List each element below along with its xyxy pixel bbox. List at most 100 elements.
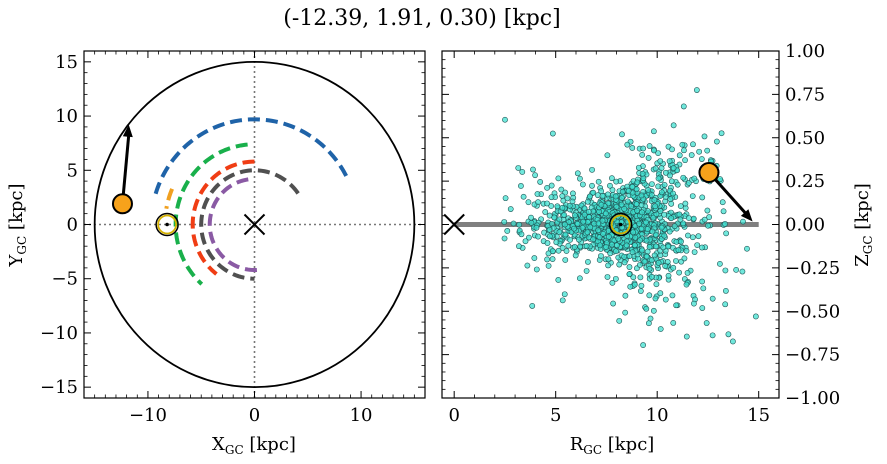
scatter-point (643, 305, 650, 312)
scatter-point (613, 203, 620, 210)
scatter-point (704, 147, 711, 154)
scatter-point (619, 131, 625, 138)
left-y-tick-label: 10 (55, 106, 78, 127)
scatter-point (524, 262, 531, 269)
right-x-axis-label: RGC [kpc] (570, 434, 655, 457)
scatter-point (709, 332, 716, 339)
scatter-point (653, 281, 660, 288)
sun-marker-ring (610, 214, 631, 235)
right-x-tick-label: 10 (646, 405, 669, 426)
scatter-point (713, 138, 720, 145)
scatter-point (615, 235, 622, 242)
scatter-point (646, 292, 653, 299)
scatter-point (594, 192, 601, 199)
scatter-point (623, 242, 630, 249)
scatter-point (722, 221, 728, 227)
scatter-point (643, 253, 650, 260)
spiral-arm-4 (190, 159, 255, 276)
scatter-point (604, 152, 611, 159)
scatter-point (638, 192, 645, 199)
right-panel: 0 5 10 15 1.00 0.75 0.50 0.25 0.00 −0.25 −0.50 −0.7… (441, 41, 875, 457)
right-y-tick-label: 0.25 (785, 171, 825, 192)
scatter-point (559, 204, 566, 211)
scatter-point (681, 147, 687, 154)
scatter-point (643, 237, 650, 244)
spiral-arm-3 (164, 188, 174, 210)
scatter-point (621, 259, 628, 266)
scatter-point (559, 245, 566, 251)
scatter-point (634, 179, 641, 186)
scatter-point (645, 155, 652, 161)
scatter-point (657, 326, 664, 332)
scatter-point (537, 179, 544, 185)
left-x-tick-label: 10 (350, 405, 373, 426)
scatter-point (528, 220, 535, 226)
scatter-point (681, 255, 688, 262)
scatter-point (670, 190, 676, 197)
scatter-point (561, 291, 568, 298)
left-y-tick-label: −5 (51, 269, 78, 290)
scatter-point (670, 122, 677, 129)
right-y-tick-label: −0.25 (785, 258, 840, 279)
scatter-point (668, 200, 675, 207)
scatter-point (579, 181, 586, 188)
scatter-point (722, 287, 729, 294)
object-marker (698, 161, 720, 183)
scatter-point (544, 184, 551, 191)
scatter-point (579, 224, 586, 231)
scatter-point (533, 266, 540, 273)
scatter-point (733, 266, 740, 273)
scatter-point (608, 241, 615, 248)
scatter-point (722, 301, 729, 308)
scatter-point (535, 233, 541, 240)
right-y-tick-label: 0.50 (785, 128, 825, 149)
scatter-point (671, 223, 678, 230)
scatter-point (704, 207, 711, 214)
scatter-point (709, 295, 716, 302)
scatter-point (590, 236, 597, 243)
scatter-point (595, 227, 602, 234)
scatter-point (629, 145, 636, 151)
right-x-tick-label: 0 (448, 405, 459, 426)
scatter-point (577, 243, 584, 250)
scatter-point (635, 164, 642, 171)
scatter-point (652, 165, 659, 172)
scatter-point (535, 199, 541, 206)
scatter-point (627, 283, 634, 290)
scatter-point (563, 248, 570, 254)
scatter-point (652, 203, 659, 210)
scatter-point (525, 199, 532, 206)
scatter-point (652, 295, 659, 302)
scatter-point (636, 220, 643, 227)
scatter-point (562, 257, 569, 263)
scatter-point (683, 281, 690, 288)
scatter-point (643, 219, 649, 226)
scatter-point (571, 244, 578, 250)
scatter-point (740, 218, 746, 225)
scatter-point (651, 147, 657, 154)
scatter-point (595, 178, 602, 185)
scatter-point (658, 165, 665, 172)
scatter-point (668, 178, 675, 185)
object-marker (111, 193, 133, 215)
scatter-point (555, 247, 562, 254)
scatter-point (598, 253, 604, 259)
scatter-point (516, 221, 523, 228)
spiral-arm-6 (199, 168, 300, 281)
scatter-point (658, 189, 665, 196)
right-y-axis-label: ZGC [kpc] (852, 183, 875, 267)
scatter-point (622, 309, 629, 316)
scatter-point (555, 277, 562, 283)
scatter-point (585, 208, 592, 215)
scatter-point (680, 103, 687, 110)
scatter-point (688, 152, 695, 158)
scatter-point (705, 222, 711, 229)
scatter-point (700, 285, 707, 292)
scatter-point (574, 221, 581, 227)
sun-marker-ring (157, 214, 178, 235)
scatter-point (501, 219, 508, 225)
scatter-point (650, 307, 657, 314)
scatter-point (571, 212, 578, 219)
scatter-point (608, 175, 615, 182)
scatter-point (699, 244, 705, 251)
